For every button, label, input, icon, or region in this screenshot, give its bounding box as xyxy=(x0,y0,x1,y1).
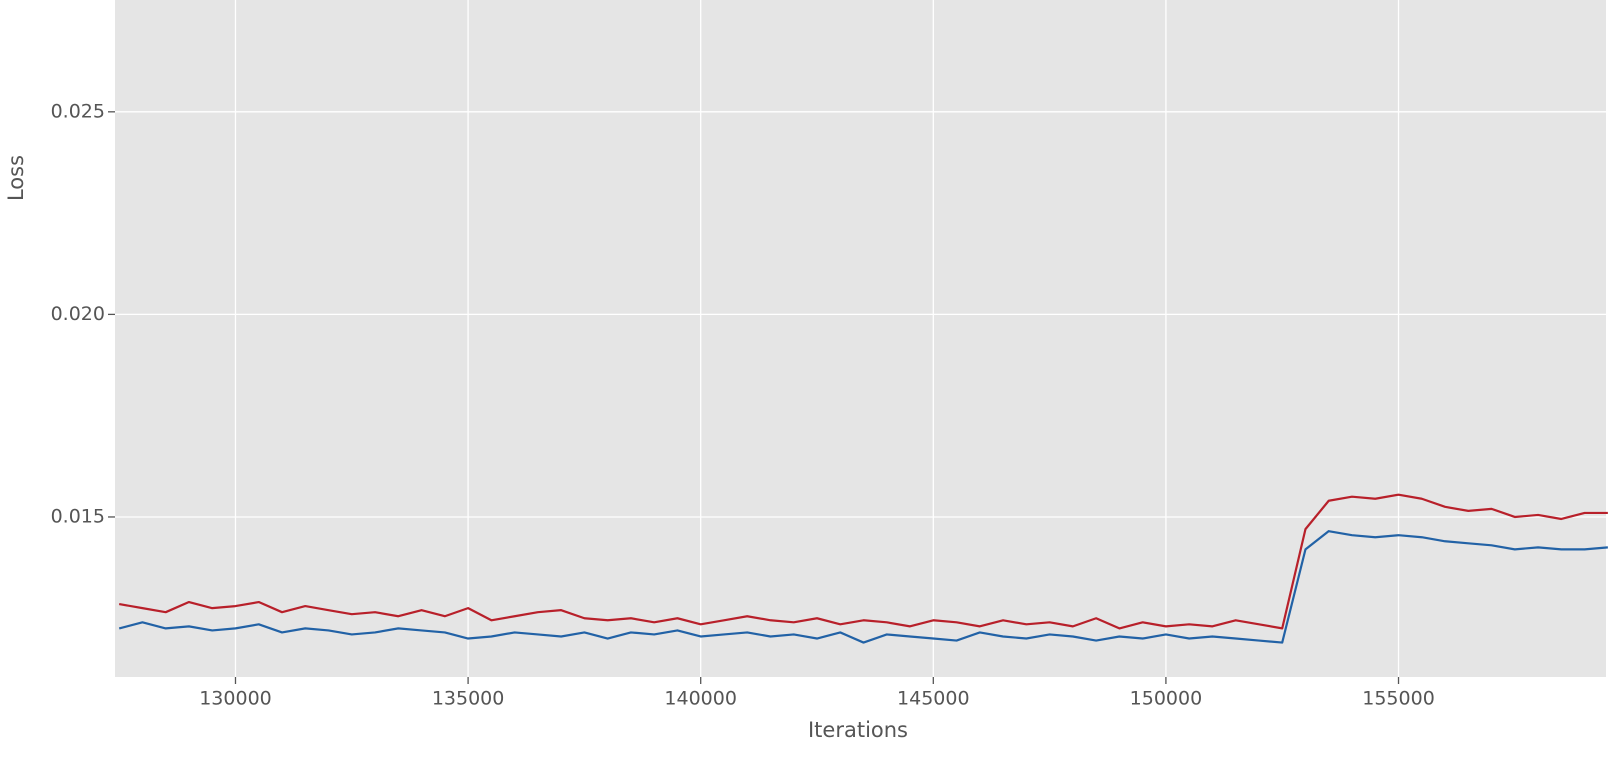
series-line xyxy=(119,493,1608,630)
x-tick-label: 135000 xyxy=(432,688,505,710)
y-tick-label: 0.025 xyxy=(51,100,105,122)
y-axis-label: Loss xyxy=(4,155,28,201)
x-tick-label: 130000 xyxy=(199,688,272,710)
plot-area xyxy=(115,0,1606,677)
x-tick-label: 145000 xyxy=(897,688,970,710)
x-tick-label: 140000 xyxy=(664,688,737,710)
series-line xyxy=(118,530,1608,644)
y-tick-label: 0.015 xyxy=(51,505,105,527)
y-tick-label: 0.020 xyxy=(51,303,105,325)
x-axis-label: Iterations xyxy=(808,718,908,742)
x-tick-label: 150000 xyxy=(1130,688,1203,710)
x-tick-label: 155000 xyxy=(1362,688,1435,710)
